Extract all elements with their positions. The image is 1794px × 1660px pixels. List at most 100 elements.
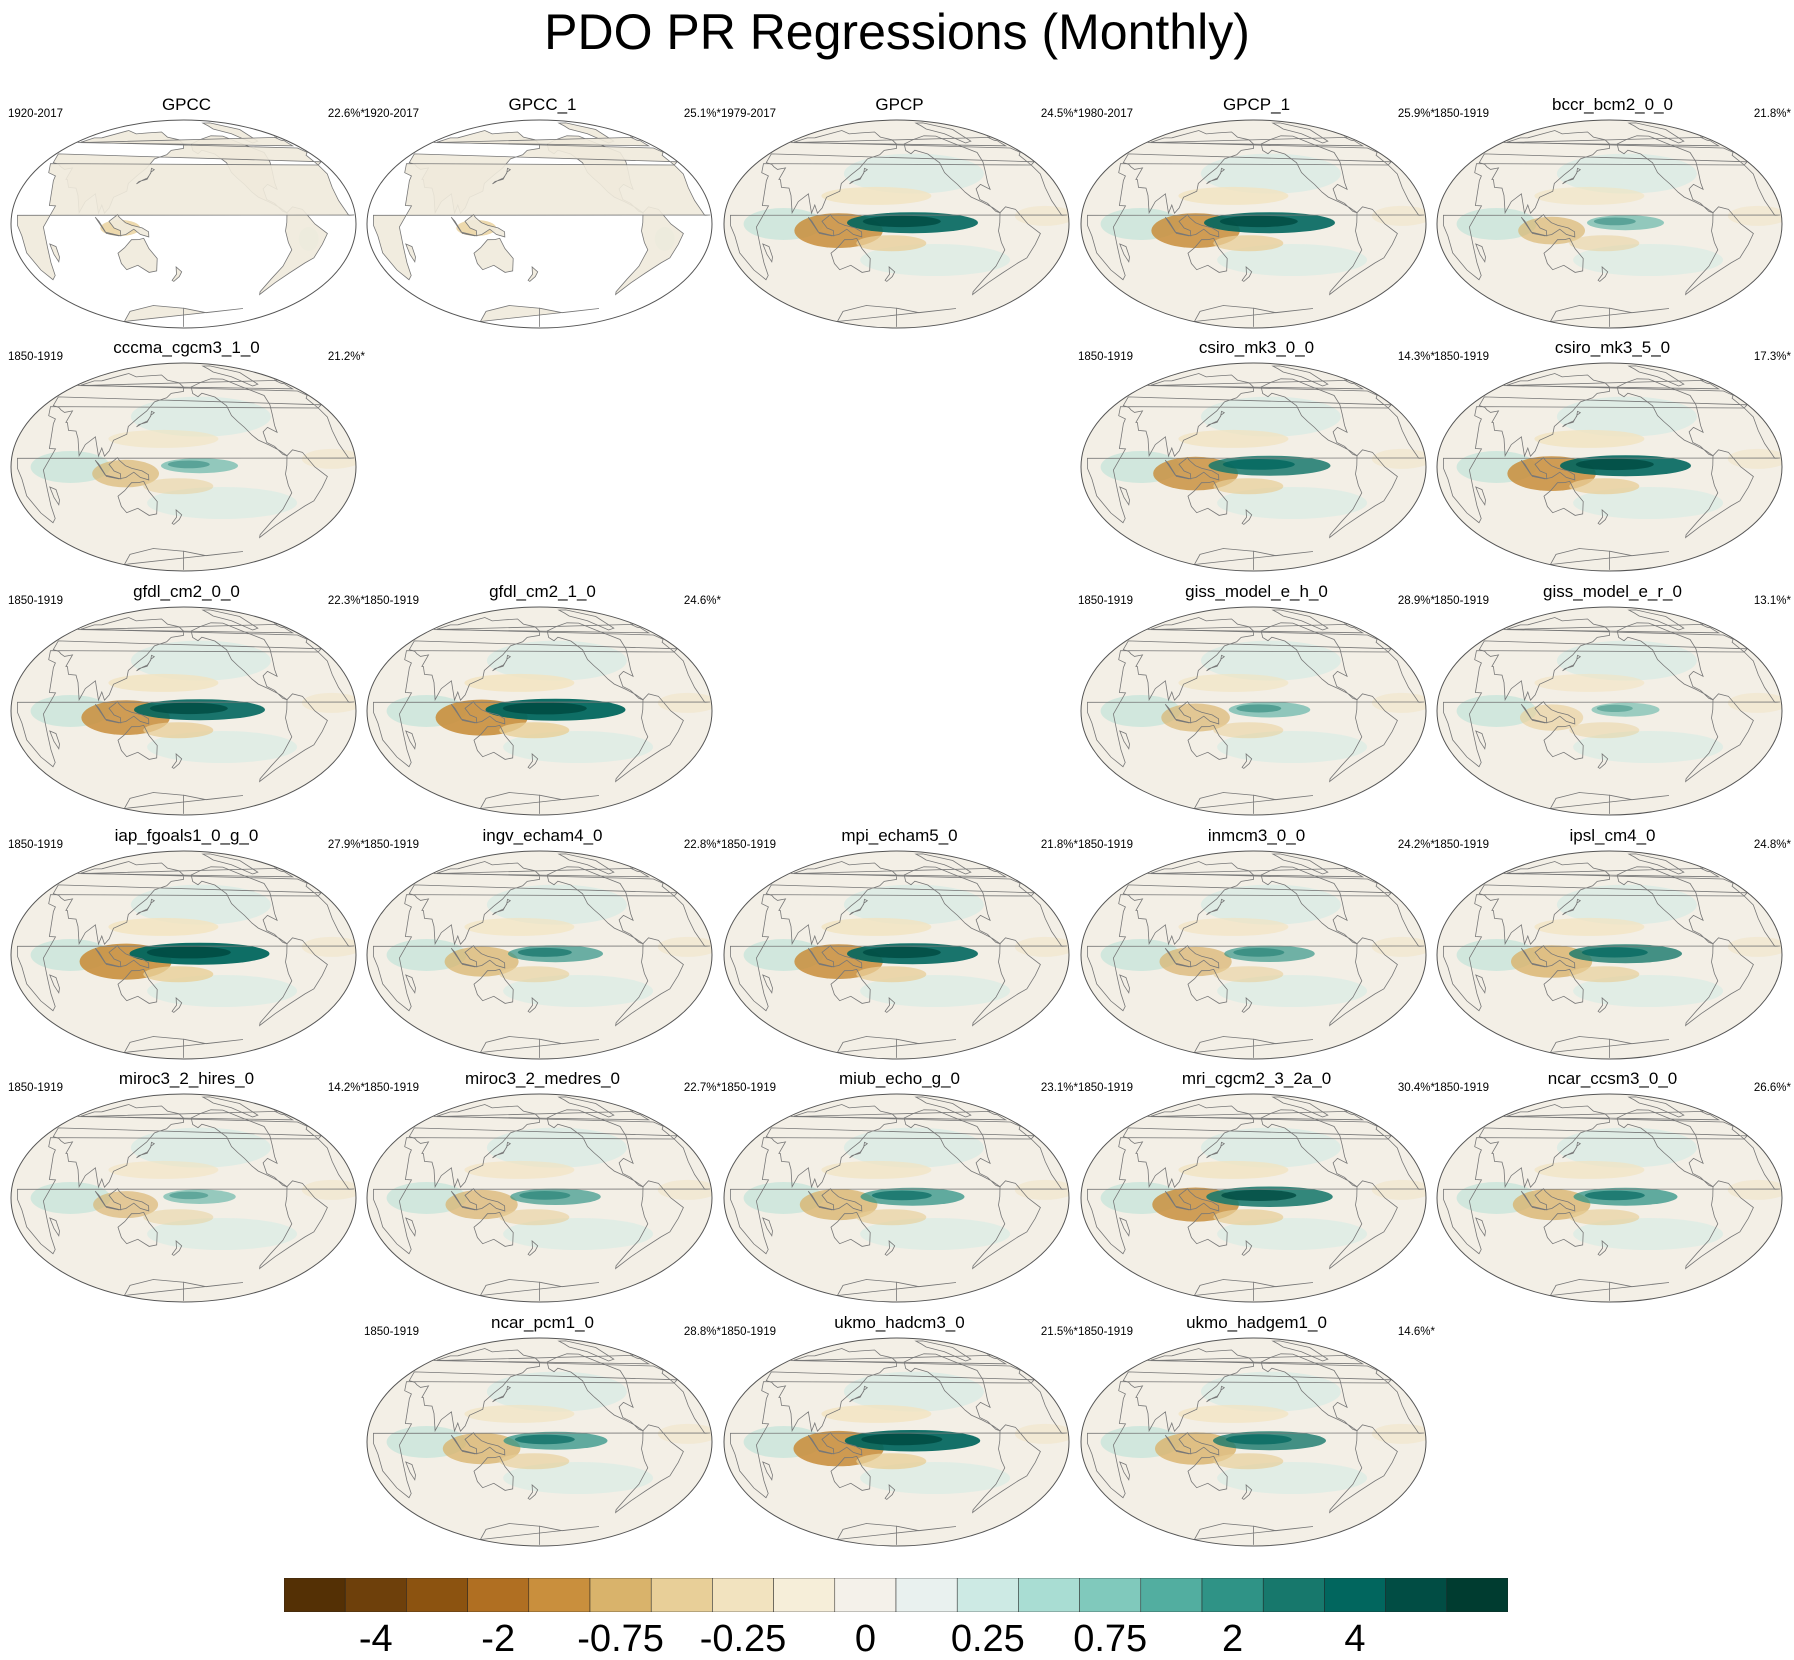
coastline-eurasia: [1122, 617, 1392, 702]
coastline-africa: [1086, 406, 1425, 524]
coastline-british-isles: [1503, 867, 1721, 878]
coastline-south-america: [1685, 937, 1754, 1027]
anomaly-atlantic: [657, 936, 712, 957]
anomaly-north-pacific: [486, 640, 627, 681]
coastline-new-zealand: [171, 1239, 183, 1256]
colorbar-swatch: [406, 1578, 468, 1612]
coastline-japan: [136, 898, 156, 916]
anomaly-south-pacific: [1217, 731, 1368, 763]
anomaly-tropical-indian: [30, 451, 111, 483]
coastline-south-america: [1329, 206, 1398, 296]
coastline-australia: [1543, 480, 1584, 516]
coastline-africa: [729, 1137, 1068, 1255]
coastline-greenland: [1627, 365, 1685, 387]
coastline-british-isles: [77, 136, 295, 147]
colorbar-swatch: [834, 1578, 897, 1612]
coastline-british-isles: [1503, 1110, 1721, 1121]
panel-title: giss_model_e_h_0: [1185, 582, 1328, 601]
coastline-australia: [1543, 1211, 1584, 1247]
anomaly-atlantic: [657, 692, 712, 713]
panel-map: [723, 119, 1070, 329]
anomaly-north-pacific: [1556, 153, 1697, 194]
anomaly-enso-core: [862, 946, 941, 959]
anomaly-atlantic: [1727, 936, 1782, 957]
panel-period: 1980-2017: [1078, 108, 1133, 120]
panel-map: [10, 850, 357, 1060]
coastline-north-america: [546, 1353, 644, 1432]
coastline-japan: [492, 654, 512, 672]
coastline-indonesia: [94, 1188, 150, 1212]
coastline-indonesia: [1520, 1188, 1576, 1212]
anomaly-north-subtropic: [1178, 186, 1289, 205]
anomaly-atlantic: [1014, 1423, 1069, 1444]
map-frame: [1080, 1093, 1427, 1303]
anomaly-atlantic: [1371, 448, 1426, 469]
panel-period: 1850-1919: [1078, 839, 1133, 851]
anomaly-north-subtropic: [821, 1160, 932, 1179]
panel-map: [366, 606, 713, 816]
coastline-british-isles: [433, 623, 651, 634]
anomaly-north-subtropic: [1534, 429, 1645, 448]
anomaly-north-pacific: [843, 1371, 984, 1412]
coastline-africa: [16, 894, 355, 1012]
coastline-madagascar: [49, 486, 60, 506]
anomaly-atlantic: [1014, 1179, 1069, 1200]
coastline-madagascar: [49, 974, 60, 994]
anomaly-equatorial-pacific: [1587, 215, 1664, 231]
colorbar-tick-label: 0.75: [1073, 1618, 1148, 1660]
coastline-eurasia: [52, 1104, 322, 1189]
map-frame: [366, 1337, 713, 1547]
panel-period: 1850-1919: [1078, 351, 1133, 363]
coastline-british-isles: [1503, 379, 1721, 390]
anomaly-equatorial-pacific: [161, 458, 238, 474]
panel-title: bccr_bcm2_0_0: [1552, 95, 1673, 114]
coastline-greenland: [1627, 1096, 1685, 1118]
coastline-eurasia: [52, 861, 322, 946]
anomaly-south-pacific: [1573, 487, 1724, 519]
map-panel: bccr_bcm2_0_0 1850-1919 21.8%*: [1434, 95, 1791, 335]
coastline-africa: [16, 406, 355, 524]
coastline-japan: [136, 167, 156, 185]
anomaly-enso-core: [1593, 217, 1636, 226]
colorbar-swatch: [1079, 1578, 1142, 1612]
anomaly-maritime-continent: [444, 946, 519, 977]
anomaly-south-pacific: [1573, 1218, 1724, 1250]
coastline-australia: [473, 1211, 514, 1247]
coastline-british-isles: [1147, 379, 1365, 390]
coastline-south-america: [615, 937, 684, 1027]
anomaly-tropical-indian: [1100, 695, 1181, 727]
panel-variance-explained: 30.4%*: [1397, 1082, 1435, 1094]
coastline-north-america: [1616, 135, 1714, 214]
panel-period: 1850-1919: [364, 839, 419, 851]
coastline-south-america: [1329, 449, 1398, 539]
coastline-north-america: [190, 1109, 288, 1188]
coastline-new-zealand: [527, 1239, 539, 1256]
coastline-australia: [117, 724, 158, 760]
anomaly-north-pacific: [130, 396, 271, 437]
coastline-north-america: [546, 622, 644, 701]
coastline-south-america: [1329, 1180, 1398, 1270]
coastline-australia: [1187, 724, 1228, 760]
coastline-africa: [1442, 894, 1781, 1012]
coastline-madagascar: [1475, 974, 1486, 994]
panel-map: [1080, 1337, 1427, 1547]
coastline-greenland: [557, 853, 615, 875]
panel-title: cccma_cgcm3_1_0: [113, 338, 260, 357]
anomaly-maritime-continent: [93, 1191, 159, 1219]
anomaly-spcz-dry: [1569, 722, 1640, 739]
panel-period: 1920-2017: [364, 108, 419, 120]
coastline-south-america: [259, 1180, 328, 1270]
coastline-africa: [1442, 163, 1781, 281]
anomaly-south-pacific: [860, 975, 1011, 1007]
coastline-japan: [492, 1141, 512, 1159]
anomaly-atlantic: [1371, 205, 1426, 226]
colorbar: [284, 1578, 1508, 1612]
anomaly-equatorial-pacific: [163, 1189, 236, 1204]
coastline-south-america: [1329, 1424, 1398, 1514]
panel-map: [723, 1093, 1070, 1303]
anomaly-spcz-dry: [499, 1453, 570, 1470]
panel-map: [723, 1337, 1070, 1547]
coastline-south-america: [259, 206, 328, 296]
panel-map: [1080, 850, 1427, 1060]
coastline-eurasia: [1478, 373, 1748, 458]
